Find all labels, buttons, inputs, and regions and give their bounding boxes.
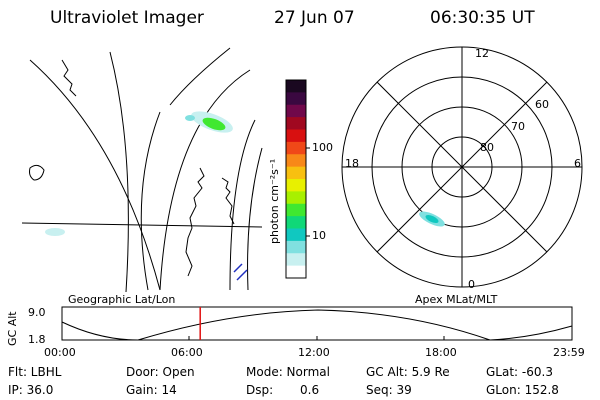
colorbar-tick-10: 10 — [312, 229, 326, 242]
timeline-xtick-3: 18:00 — [425, 346, 457, 359]
gc-alt-info: GC Alt: 5.9 Re — [366, 365, 450, 379]
mlt-label-6: 6 — [574, 157, 581, 170]
seq-info: Seq: 39 — [366, 383, 412, 397]
colorbar — [286, 80, 306, 279]
apex-panel-label: Apex MLat/MLT — [415, 293, 498, 306]
colorbar-swatch — [286, 228, 306, 242]
gain-info: Gain: 14 — [126, 383, 177, 397]
colorbar-swatch — [286, 265, 306, 279]
time-label: 06:30:35 UT — [430, 8, 535, 28]
door-info: Door: Open — [126, 365, 195, 379]
colorbar-swatch — [286, 166, 306, 180]
colorbar-swatch — [286, 92, 306, 106]
geographic-map — [21, 47, 263, 293]
mlt-label-18: 18 — [345, 157, 359, 170]
colorbar-swatch — [286, 104, 306, 118]
colorbar-tick-100: 100 — [312, 141, 333, 154]
gc-alt-timeline — [61, 306, 573, 341]
mlat-label-80: 80 — [480, 141, 494, 154]
colorbar-swatch — [286, 253, 306, 267]
colorbar-swatch — [286, 191, 306, 205]
glat-info: GLat: -60.3 — [486, 365, 553, 379]
colorbar-swatch — [286, 216, 306, 230]
filter-info: Flt: LBHL — [8, 365, 62, 379]
timeline-ytick-high: 9.0 — [28, 306, 46, 319]
date-label: 27 Jun 07 — [274, 8, 355, 28]
mlat-label-60: 60 — [535, 98, 549, 111]
timeline-xtick-2: 12:00 — [298, 346, 330, 359]
mode-info: Mode: Normal — [246, 365, 330, 379]
colorbar-swatch — [286, 179, 306, 192]
ip-info: IP: 36.0 — [8, 383, 54, 397]
colorbar-swatch — [286, 129, 306, 143]
colorbar-swatch — [286, 203, 306, 217]
dsp-label: Dsp: — [246, 383, 274, 397]
mlat-label-70: 70 — [511, 120, 525, 133]
mlt-label-0: 0 — [468, 278, 475, 291]
geographic-panel-label: Geographic Lat/Lon — [68, 293, 176, 306]
colorbar-swatch — [286, 117, 306, 131]
glon-info: GLon: 152.8 — [486, 383, 559, 397]
colorbar-swatch — [286, 154, 306, 168]
colorbar-swatch — [286, 240, 306, 254]
colorbar-unit-label: photon cm⁻²s⁻¹ — [268, 158, 281, 244]
dsp-value: 0.6 — [300, 383, 320, 397]
timeline-ytick-low: 1.8 — [28, 333, 46, 346]
timeline-xtick-0: 00:00 — [44, 346, 76, 359]
colorbar-swatch — [286, 141, 306, 155]
timeline-ylabel: GC Alt — [6, 311, 19, 346]
colorbar-swatch — [286, 80, 306, 93]
instrument-title: Ultraviolet Imager — [50, 8, 204, 28]
mlt-label-12: 12 — [475, 47, 489, 60]
timeline-xtick-1: 06:00 — [171, 346, 203, 359]
apex-polar-plot — [341, 46, 583, 288]
timeline-xtick-4: 23:59 — [553, 346, 585, 359]
